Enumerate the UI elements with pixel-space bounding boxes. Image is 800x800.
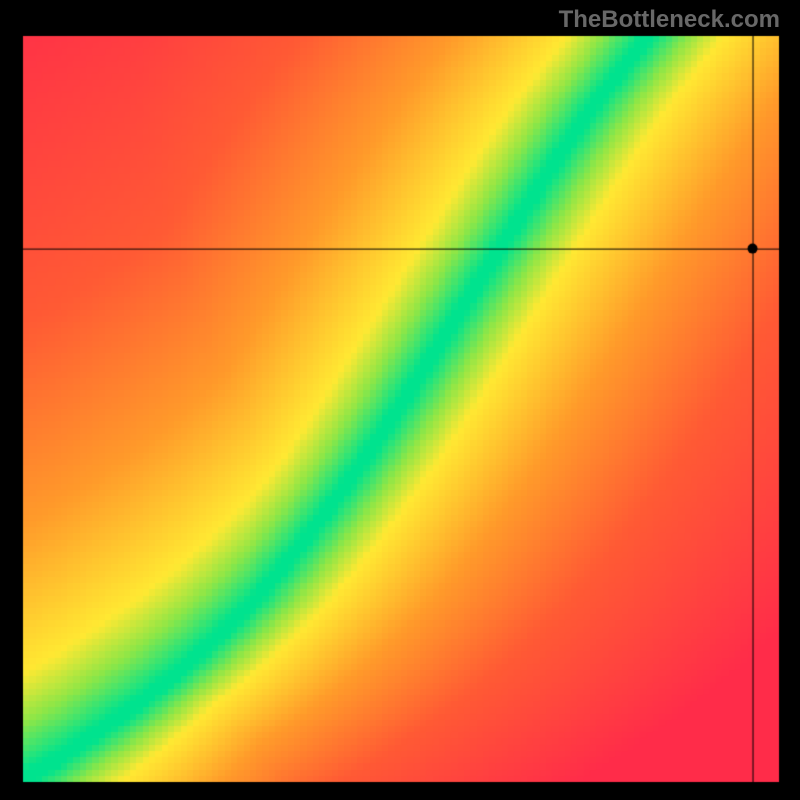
- chart-container: { "watermark": { "text": "TheBottleneck.…: [0, 0, 800, 800]
- watermark-text: TheBottleneck.com: [559, 6, 780, 34]
- bottleneck-heatmap: [0, 0, 800, 800]
